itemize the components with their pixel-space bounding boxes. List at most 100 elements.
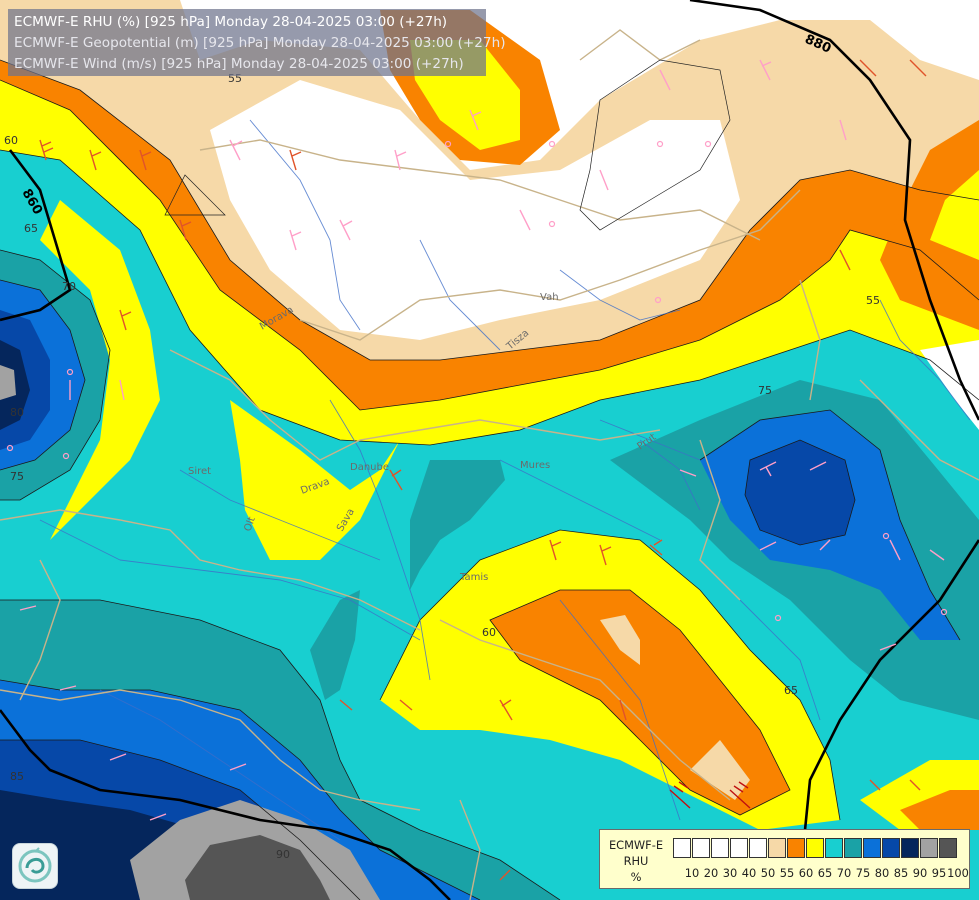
wind-barb-icon: [119, 379, 125, 401]
rh-under-55-east: [920, 340, 979, 430]
wind-barb-icon: [599, 169, 609, 191]
rh-under-55-core: [210, 80, 740, 340]
rh-label: 70: [62, 280, 76, 293]
station-marker: [656, 140, 664, 148]
legend-swatch: [844, 838, 862, 858]
rh-label: 85: [10, 770, 24, 783]
station-marker: [704, 140, 712, 148]
river-label: Tamis: [459, 572, 488, 583]
rh-label: 75: [10, 470, 24, 483]
wind-barb-icon: [19, 605, 37, 611]
rhu-legend: ECMWF-E RHU % 10 20 30 40 50 55 60 65 70 75 80 85 90…: [599, 829, 970, 889]
wind-barb-icon: [499, 869, 511, 881]
wind-barb-icon: [679, 469, 697, 477]
wind-barb-icon: [889, 539, 901, 561]
river-label: Olt: [242, 515, 257, 533]
rh-label: 65: [784, 684, 798, 697]
legend-swatch: [749, 838, 767, 858]
rh-label: 80: [10, 406, 24, 419]
legend-model: ECMWF-E: [608, 838, 664, 852]
wind-barb-icon: [499, 699, 513, 721]
legend-tick: 20: [703, 866, 719, 880]
station-marker: [6, 444, 14, 452]
country-borders: [0, 29, 979, 900]
legend-tick: 65: [817, 866, 833, 880]
station-marker: [654, 296, 662, 304]
legend-tick: 70: [836, 866, 852, 880]
title-rhu: ECMWF-E RHU (%) [925 hPa] Monday 28-04-2…: [14, 14, 448, 30]
legend-tick: 100: [947, 866, 969, 880]
station-marker: [66, 368, 74, 376]
legend-swatch: [863, 838, 881, 858]
rh-label: 65: [24, 222, 38, 235]
wind-barb-icon: [149, 813, 167, 821]
wind-barb-icon: [339, 699, 353, 711]
river-label: Vah: [540, 292, 559, 303]
rh-60-southeast-corner: [900, 790, 979, 830]
wind-barb-icon: [669, 781, 691, 809]
wind-barb-icon: [179, 219, 192, 241]
rh-55-southeast-b: [690, 740, 750, 800]
legend-tick: 75: [855, 866, 871, 880]
rh-label: 60: [482, 626, 496, 639]
rh-60-east: [880, 120, 979, 330]
legend-swatch: [882, 838, 900, 858]
legend-tick: 85: [893, 866, 909, 880]
wind-barb-icon: [729, 781, 751, 809]
legend-swatch: [920, 838, 938, 858]
logo-icon: [12, 843, 58, 889]
legend-swatches: [673, 838, 958, 859]
legend-tick: 80: [874, 866, 890, 880]
rh-95-west: [0, 365, 16, 400]
rh-label: 60: [4, 134, 18, 147]
legend-tick: 10: [684, 866, 700, 880]
wind-barb-icon: [909, 779, 921, 791]
title-geopotential: ECMWF-E Geopotential (m) [925 hPa] Monda…: [14, 35, 506, 51]
legend-tick: 95: [931, 866, 947, 880]
wind-barb-icon: [289, 149, 302, 171]
wind-barb-icon: [109, 753, 127, 761]
legend-tick: 50: [760, 866, 776, 880]
wind-barb-icon: [59, 685, 77, 691]
rh-contour-labels: 55 60 65 70 75 80 85 90 75 65 60 55: [4, 72, 880, 861]
legend-tick: 40: [741, 866, 757, 880]
wind-barb-icon: [39, 139, 54, 161]
wind-barb-icon: [389, 469, 403, 491]
wind-barb-icon: [119, 309, 132, 331]
wind-barb-icon: [759, 59, 772, 81]
legend-swatch: [711, 838, 729, 858]
legend-tick: 55: [779, 866, 795, 880]
river-label: Siret: [188, 466, 211, 477]
wind-barb-icon: [879, 643, 897, 651]
legend-swatch: [730, 838, 748, 858]
station-marker: [882, 532, 890, 540]
coastline: [164, 59, 731, 231]
legend-swatch: [787, 838, 805, 858]
wind-barb-icon: [469, 109, 482, 131]
wind-barb-icon: [619, 699, 627, 721]
rh-contour-lines: [0, 59, 979, 900]
wind-barb-icon: [549, 539, 562, 561]
river-lines: [39, 119, 971, 841]
rh-85-east: [745, 440, 855, 545]
station-marker: [774, 614, 782, 622]
legend-swatch: [692, 838, 710, 858]
wind-barb-icon: [289, 229, 302, 251]
legend-swatch: [825, 838, 843, 858]
legend-tick: 60: [798, 866, 814, 880]
map-title-box: ECMWF-E RHU (%) [925 hPa] Monday 28-04-2…: [8, 9, 506, 76]
wind-barb-icon: [929, 549, 945, 561]
wind-barb-icon: [229, 763, 247, 771]
wind-barbs: [19, 59, 945, 881]
rh-65-central: [230, 400, 400, 560]
rh-label: 75: [758, 384, 772, 397]
legend-swatch: [673, 838, 691, 858]
rh-label: 90: [276, 848, 290, 861]
wind-barb-icon: [759, 461, 777, 477]
wind-barb-icon: [394, 149, 407, 171]
wind-barb-icon: [229, 139, 243, 161]
wind-barb-icon: [399, 699, 413, 711]
wind-barb-icon: [909, 59, 927, 77]
station-marker: [548, 220, 556, 228]
